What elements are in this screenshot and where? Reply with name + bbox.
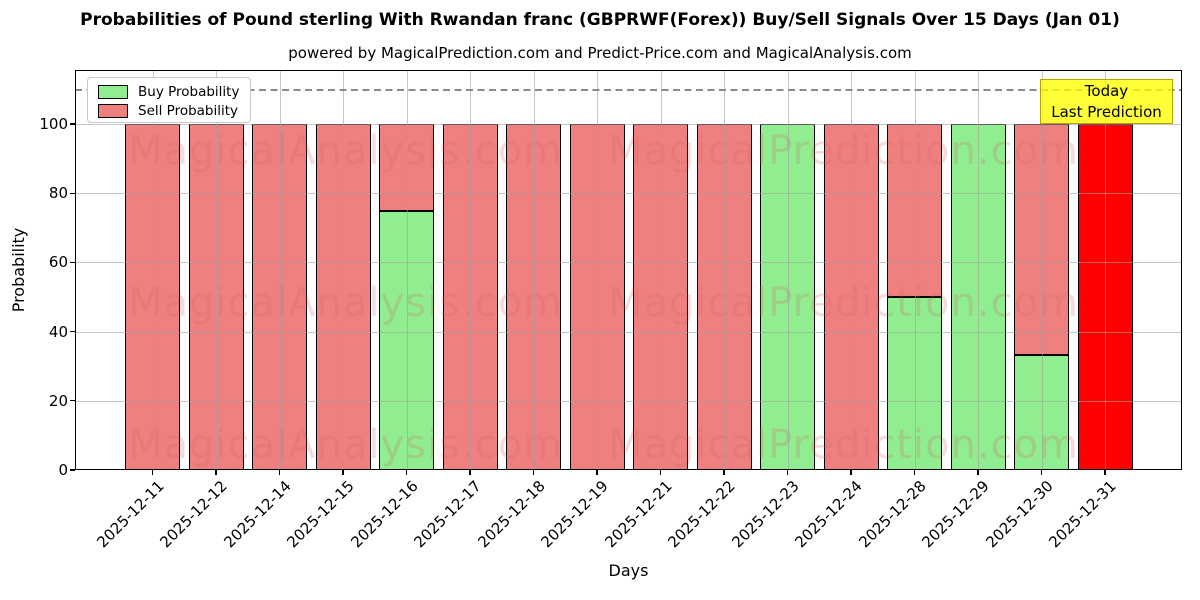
y-tick-label: 80 (48, 184, 68, 203)
x-tick (659, 470, 662, 475)
vertical-gridline (597, 70, 598, 470)
horizontal-gridline (75, 124, 1182, 125)
x-axis-label: Days (608, 561, 649, 580)
x-tick (278, 470, 281, 475)
vertical-gridline (533, 70, 535, 470)
x-tick (405, 470, 408, 475)
vertical-gridline (978, 70, 979, 470)
today-annotation-box: Today Last Prediction (1040, 79, 1173, 124)
vertical-gridline (1105, 70, 1106, 470)
x-tick (215, 470, 217, 475)
watermark: MagicalPrediction.com (608, 422, 1079, 468)
vertical-gridline (152, 70, 154, 470)
vertical-gridline (787, 70, 789, 470)
y-tick (70, 331, 75, 333)
y-tick-label: 60 (48, 253, 68, 272)
watermark: MagicalAnalysis.com (128, 422, 564, 468)
legend-label-buy: Buy Probability (138, 84, 240, 100)
x-tick (596, 470, 598, 475)
horizontal-gridline (75, 193, 1182, 195)
x-tick (1040, 470, 1043, 475)
vertical-gridline (216, 70, 217, 470)
vertical-gridline (343, 70, 344, 470)
annotation-line-2: Last Prediction (1051, 103, 1162, 121)
vertical-gridline (724, 70, 725, 470)
x-tick (469, 470, 471, 475)
vertical-gridline (470, 70, 471, 470)
x-tick (913, 470, 916, 475)
y-tick-label: 0 (58, 461, 68, 479)
vertical-gridline (1041, 70, 1043, 470)
legend-label-sell: Sell Probability (138, 103, 239, 119)
horizontal-gridline (75, 262, 1182, 264)
x-tick (977, 470, 979, 475)
y-tick (70, 123, 75, 125)
sell-color-swatch (98, 104, 128, 118)
watermark: MagicalAnalysis.com (128, 128, 564, 174)
x-tick (342, 470, 344, 475)
plot-area: MagicalAnalysis.com MagicalPrediction.com… (75, 70, 1182, 470)
horizontal-gridline (75, 400, 1182, 402)
legend: Buy Probability Sell Probability (87, 77, 251, 123)
y-tick-label: 100 (39, 115, 68, 133)
buy-color-swatch (98, 85, 128, 99)
x-tick (532, 470, 535, 475)
x-tick (1104, 470, 1106, 475)
vertical-gridline (279, 70, 281, 470)
horizontal-gridline (75, 331, 1182, 333)
watermark: MagicalPrediction.com (608, 128, 1079, 174)
y-tick (70, 469, 75, 471)
y-tick (70, 400, 75, 402)
y-tick-label: 40 (48, 322, 68, 341)
x-tick (151, 470, 154, 475)
chart-subtitle: powered by MagicalPrediction.com and Pre… (288, 44, 912, 62)
x-tick (850, 470, 852, 475)
x-tick (786, 470, 789, 475)
annotation-line-1: Today (1084, 82, 1129, 100)
x-tick (723, 470, 725, 475)
vertical-gridline (914, 70, 916, 470)
y-tick (70, 192, 75, 194)
threshold-dashed-line (75, 89, 1182, 91)
watermark: MagicalAnalysis.com (128, 280, 564, 326)
chart-title: Probabilities of Pound sterling With Rwa… (80, 10, 1120, 30)
y-tick-label: 20 (48, 391, 68, 410)
watermark: MagicalPrediction.com (608, 280, 1079, 326)
vertical-gridline (406, 70, 408, 470)
vertical-gridline (660, 70, 662, 470)
y-tick (70, 261, 75, 264)
vertical-gridline (851, 70, 852, 470)
